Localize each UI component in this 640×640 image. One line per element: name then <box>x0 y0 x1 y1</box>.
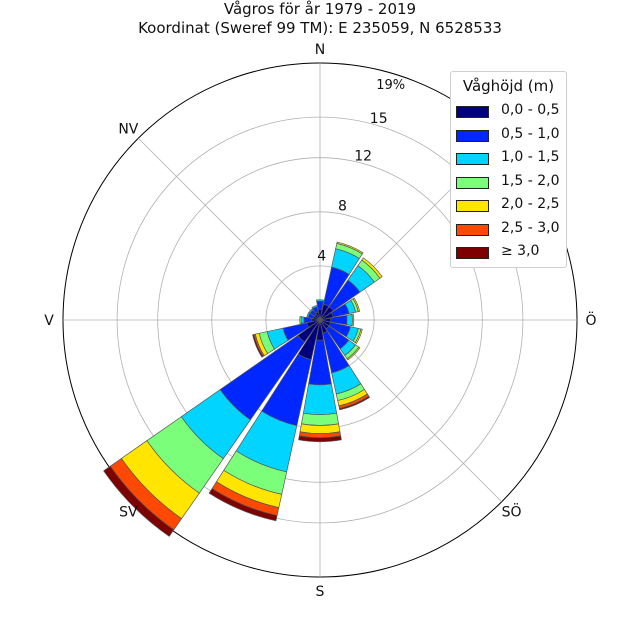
rose-segment-S-bin-4 <box>299 423 341 434</box>
legend-swatch <box>456 153 489 165</box>
legend-title: Våghöjd (m) <box>462 77 555 95</box>
rose-segment-Ö-bin-3 <box>351 313 355 327</box>
rose-segment-SSV-bin-6 <box>208 488 278 522</box>
legend: Våghöjd (m) 0,0 - 0,5 0,5 - 1,0 1,0 - 1,5 1… <box>450 71 567 268</box>
radial-tick-label: 12 <box>354 149 372 165</box>
legend-entry: 2,5 - 3,0 <box>456 220 566 240</box>
legend-swatch <box>456 223 489 236</box>
direction-label-V: V <box>44 313 54 329</box>
rose-segment-Ö-bin-2 <box>346 313 353 327</box>
rose-bars <box>103 241 383 537</box>
legend-swatch <box>456 106 489 118</box>
legend-label: 1,0 - 1,5 <box>501 149 560 165</box>
legend-entry: 2,0 - 2,5 <box>456 196 566 216</box>
direction-label-S: S <box>316 584 325 600</box>
rose-segment-SSO-bin-6 <box>339 395 371 411</box>
chart-title: Vågros för år 1979 - 2019 <box>223 0 417 18</box>
grid-spoke <box>137 137 321 321</box>
rose-segment-SV-bin-6 <box>103 465 175 537</box>
legend-label: 0,0 - 0,5 <box>501 102 560 118</box>
rose-segment-N-bin-2 <box>316 299 324 302</box>
radial-max-label: 19% <box>376 78 405 93</box>
legend-entry: 0,5 - 1,0 <box>456 126 566 146</box>
rose-segment-S-bin-2 <box>302 383 338 415</box>
legend-entry: ≥ 3,0 <box>456 243 566 263</box>
rose-segment-S-bin-6 <box>298 435 342 443</box>
direction-label-SV: SV <box>119 505 138 521</box>
legend-label: 2,0 - 2,5 <box>501 196 560 212</box>
rose-segment-OSO-bin-4 <box>354 328 363 344</box>
radial-tick-label: 15 <box>370 111 388 127</box>
direction-label-N: N <box>315 42 325 58</box>
rose-segment-NNO-bin-4 <box>336 241 364 255</box>
rose-segment-VSV-bin-6 <box>252 334 264 358</box>
rose-segment-ONO-bin-4 <box>352 297 361 313</box>
rose-segment-S-bin-3 <box>301 412 339 426</box>
legend-entry: 1,5 - 2,0 <box>456 173 566 193</box>
legend-label: ≥ 3,0 <box>501 243 540 259</box>
legend-entry: 0,0 - 0,5 <box>456 102 566 122</box>
rose-segment-NO-bin-4 <box>361 257 383 279</box>
rose-segment-V-bin-3 <box>299 316 302 324</box>
legend-swatch <box>456 200 489 212</box>
rose-segment-SÖ-bin-4 <box>346 346 361 361</box>
legend-label: 1,5 - 2,0 <box>501 172 560 189</box>
legend-label: 2,5 - 3,0 <box>501 219 560 236</box>
legend-swatch <box>456 129 489 142</box>
direction-label-SÖ: SÖ <box>502 503 522 521</box>
legend-swatch <box>456 247 489 259</box>
chart-subtitle: Koordinat (Sweref 99 TM): E 235059, N 65… <box>138 19 502 37</box>
direction-label-NV: NV <box>118 121 138 137</box>
rose-segment-NV-bin-2 <box>308 308 314 314</box>
radial-tick-label: 4 <box>317 249 326 265</box>
direction-label-Ö: Ö <box>585 311 596 329</box>
legend-label: 0,5 - 1,0 <box>501 125 560 142</box>
legend-entry: 1,0 - 1,5 <box>456 149 566 169</box>
legend-swatch <box>456 176 489 189</box>
rose-segment-NNV-bin-2 <box>311 305 318 310</box>
rose-segment-VNV-bin-2 <box>306 312 311 318</box>
radial-tick-label: 8 <box>338 199 347 215</box>
